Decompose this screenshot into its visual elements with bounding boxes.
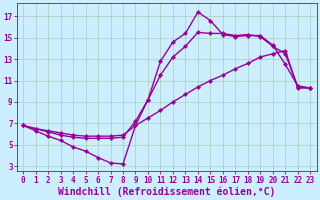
X-axis label: Windchill (Refroidissement éolien,°C): Windchill (Refroidissement éolien,°C)	[58, 186, 276, 197]
